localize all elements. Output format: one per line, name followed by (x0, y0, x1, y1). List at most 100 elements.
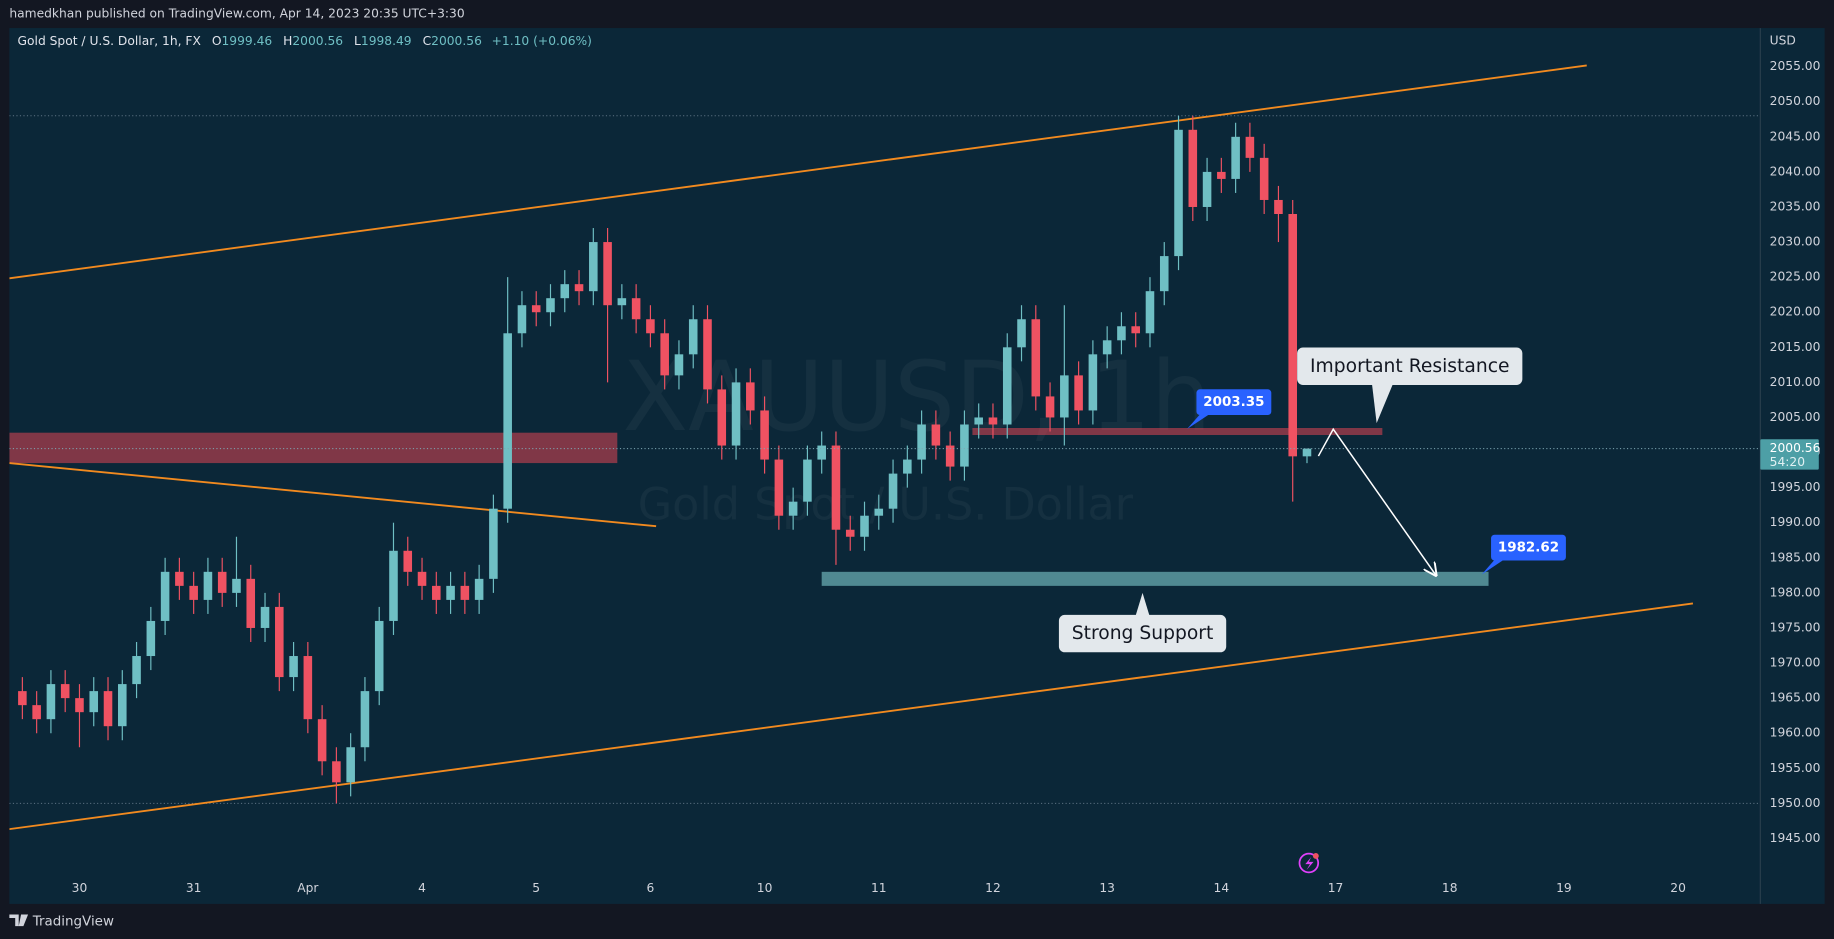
candle-body (646, 319, 655, 334)
candle-body (175, 571, 184, 586)
plot-area (9, 64, 1761, 831)
candle-body (1202, 171, 1212, 207)
candle-body (89, 691, 99, 713)
candle-body (917, 424, 926, 460)
candle-body (888, 473, 898, 509)
candle-body (146, 620, 156, 657)
candle-body (1174, 129, 1183, 257)
candle-body (688, 319, 698, 355)
callout-text: Important Resistance (1310, 356, 1509, 377)
candle-body (731, 382, 741, 446)
zone (972, 427, 1383, 436)
candle-body (1145, 291, 1155, 334)
candle-body (303, 656, 313, 720)
callout: Important Resistance (1297, 347, 1523, 424)
y-tick-label: 2040.00 (1770, 164, 1821, 178)
candle-body (32, 705, 41, 720)
candle-body (560, 284, 570, 299)
legend-label: L (354, 33, 361, 47)
candle-body (489, 508, 498, 579)
candle-body (75, 698, 84, 713)
callout-pointer (1371, 383, 1394, 424)
x-tick-label: 6 (647, 881, 655, 895)
x-tick-label: 10 (757, 881, 773, 895)
callout: Strong Support (1058, 592, 1227, 653)
candle-body (46, 684, 56, 720)
chart-background (9, 28, 1825, 904)
candle-body (1259, 157, 1269, 200)
y-tick-label: 2010.00 (1770, 375, 1821, 389)
candle-body (275, 606, 284, 678)
y-tick-label: 1990.00 (1770, 515, 1821, 529)
candle-body (1074, 375, 1083, 411)
candle-body (1045, 396, 1055, 418)
symbol-legend: Gold Spot / U.S. Dollar, 1h, FX O1999.46… (18, 33, 592, 47)
x-tick-label: 11 (871, 881, 887, 895)
candle-body (903, 459, 912, 474)
candle-body (589, 242, 598, 292)
axes: 1945.00 1950.00 1955.00 1960.00 1965.00 1970.… (72, 59, 1821, 895)
candle-body (417, 571, 427, 586)
candle-body (160, 571, 170, 621)
callout-box (1297, 347, 1523, 385)
callout-text: Strong Support (1072, 623, 1214, 644)
legend-value: 2000.56 (431, 33, 482, 47)
candle-body (774, 459, 784, 516)
brand-name: TradingView (32, 914, 114, 929)
x-tick-label: 31 (186, 881, 202, 895)
x-tick-label: 12 (985, 881, 1001, 895)
y-tick-label: 1960.00 (1770, 726, 1821, 740)
alert-icon[interactable] (1298, 852, 1320, 874)
candle-body (203, 571, 213, 600)
candle-body (503, 333, 512, 509)
price-label-box (1491, 534, 1566, 561)
symbol-title: Gold Spot / U.S. Dollar, 1h, FX (18, 33, 202, 47)
candle-body (974, 417, 983, 425)
x-tick-label: 20 (1670, 881, 1686, 895)
y-tick-label: 1955.00 (1770, 761, 1821, 775)
legend-label: C (423, 33, 432, 47)
x-tick-label: 5 (532, 881, 540, 895)
callout-box (1058, 614, 1227, 653)
y-tick-label: 2055.00 (1770, 59, 1821, 73)
y-tick-label: 2050.00 (1770, 94, 1821, 108)
candle-body (746, 382, 755, 411)
alert-icon-bolt (1305, 857, 1314, 871)
candle-body (960, 424, 969, 467)
candle-body (1031, 319, 1041, 397)
y-tick-label: 2035.00 (1770, 199, 1821, 213)
y-tick-label: 2005.00 (1770, 410, 1821, 424)
y-tick-label: 2045.00 (1770, 129, 1821, 143)
candle-body (660, 333, 669, 376)
price-label: 1982.62 (1498, 541, 1559, 556)
candle-body (546, 298, 555, 313)
candle-body (988, 417, 998, 425)
candle-body (1245, 136, 1255, 158)
candle-body (717, 389, 727, 446)
candle-body (317, 719, 327, 762)
x-tick-label: 17 (1328, 881, 1344, 895)
watermark-subtitle: Gold Spot / U.S. Dollar (638, 480, 1134, 531)
candle-body (617, 298, 627, 306)
zone (9, 432, 618, 464)
legend-value: 1998.49 (361, 33, 412, 47)
x-tick-label: 18 (1442, 881, 1458, 895)
callout-pointer (1135, 592, 1150, 617)
candle-body (360, 691, 370, 748)
candle-body (389, 550, 398, 621)
candle-body (631, 298, 641, 320)
y-tick-label: 2015.00 (1770, 340, 1821, 354)
candle-body (432, 585, 441, 600)
y-tick-label: 1950.00 (1770, 796, 1821, 810)
price-label: 2003.35 (1203, 395, 1264, 410)
price-label-box (1196, 389, 1272, 416)
candle-body (474, 578, 484, 600)
alert-dot (1312, 853, 1319, 859)
candle-body (132, 656, 141, 685)
candle-body (18, 691, 27, 706)
zone (821, 571, 1489, 586)
candle-body (189, 585, 198, 600)
candle-body (1288, 213, 1297, 457)
y-tick-label: 1945.00 (1770, 831, 1821, 845)
